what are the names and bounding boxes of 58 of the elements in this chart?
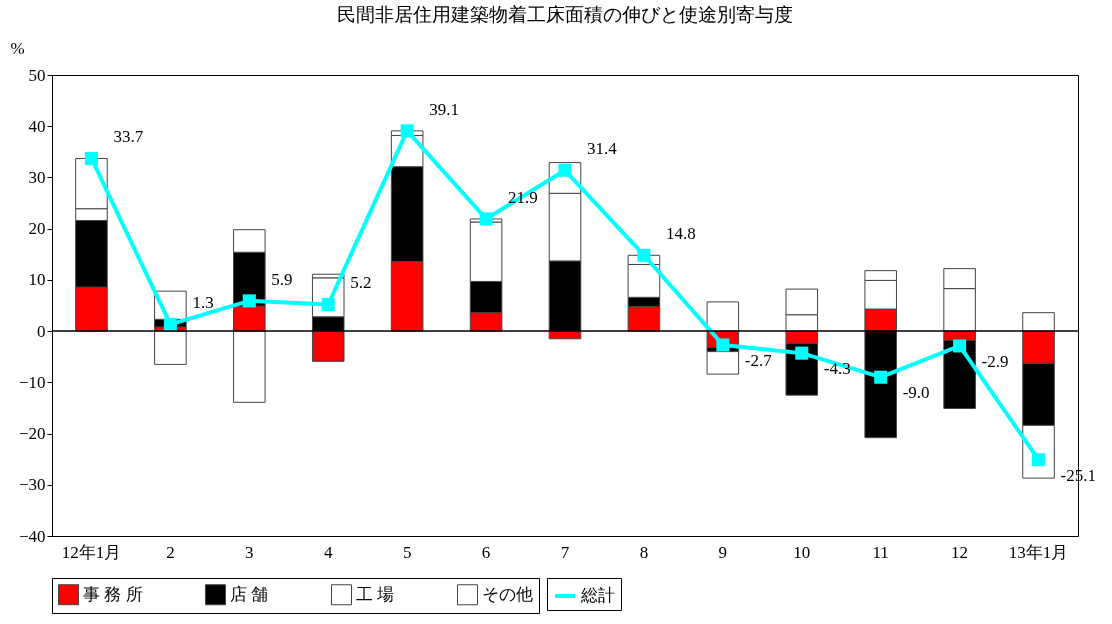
bar bbox=[311, 330, 345, 362]
y-tick-label: 40 bbox=[28, 116, 46, 136]
data-label: 1.3 bbox=[192, 293, 214, 313]
data-label: -2.9 bbox=[981, 351, 1009, 371]
x-tick-label: 12年1月 bbox=[61, 542, 122, 562]
point bbox=[84, 151, 98, 166]
data-label: 39.1 bbox=[429, 99, 459, 119]
point bbox=[242, 294, 256, 308]
y-tick-label: −20 bbox=[18, 424, 46, 444]
y-axis-title: % bbox=[10, 38, 25, 58]
y-tick-label: −40 bbox=[18, 526, 46, 546]
x-tick-label: 12 bbox=[951, 542, 969, 562]
data-label: -4.3 bbox=[823, 359, 851, 379]
point bbox=[163, 317, 177, 331]
data-label: 14.8 bbox=[665, 224, 696, 244]
y-tick-label: 20 bbox=[28, 219, 46, 239]
data-label: 5.2 bbox=[350, 273, 372, 293]
bar bbox=[706, 301, 740, 332]
point bbox=[1032, 453, 1046, 467]
x-tick-label: 7 bbox=[560, 542, 570, 562]
point bbox=[479, 212, 493, 226]
x-tick-label: 10 bbox=[793, 542, 811, 562]
chart-title: 民間非居住用建築物着工床面積の伸びと使途別寄与度 bbox=[337, 4, 793, 25]
x-tick-label: 6 bbox=[481, 542, 491, 562]
bar bbox=[233, 330, 266, 403]
bar bbox=[706, 351, 740, 375]
point bbox=[953, 339, 967, 353]
x-tick-label: 11 bbox=[872, 542, 889, 562]
y-tick-label: 0 bbox=[37, 321, 46, 341]
data-label: -2.7 bbox=[744, 350, 773, 370]
legend-label: 店 舗 bbox=[230, 584, 269, 604]
point bbox=[795, 346, 809, 360]
legend-label: 総計 bbox=[580, 586, 615, 605]
x-tick-label: 4 bbox=[323, 542, 333, 562]
y-tick-label: −30 bbox=[18, 475, 46, 495]
data-label: 33.7 bbox=[113, 127, 144, 147]
x-tick-label: 8 bbox=[639, 542, 649, 562]
legend-label: 事 務 所 bbox=[83, 584, 143, 604]
data-label: 5.9 bbox=[271, 269, 293, 289]
x-tick-label: 9 bbox=[718, 542, 728, 562]
bar bbox=[1022, 312, 1055, 332]
point bbox=[874, 370, 888, 384]
x-tick-label: 3 bbox=[245, 542, 254, 562]
x-tick-label: 5 bbox=[402, 542, 412, 562]
bar bbox=[154, 330, 187, 365]
y-tick-label: 50 bbox=[28, 65, 46, 85]
x-tick-label: 2 bbox=[166, 542, 175, 562]
legend-label: その他 bbox=[482, 584, 533, 604]
data-label: 31.4 bbox=[587, 139, 618, 159]
y-tick-label: 10 bbox=[28, 270, 46, 290]
point bbox=[400, 124, 414, 138]
y-tick-label: 30 bbox=[28, 167, 46, 187]
legend-label: 工 場 bbox=[356, 584, 395, 604]
x-tick-label: 13年1月 bbox=[1008, 542, 1069, 562]
point bbox=[637, 248, 651, 262]
y-tick-label: −10 bbox=[18, 372, 46, 392]
data-label: -9.0 bbox=[902, 383, 930, 403]
point bbox=[558, 163, 572, 177]
